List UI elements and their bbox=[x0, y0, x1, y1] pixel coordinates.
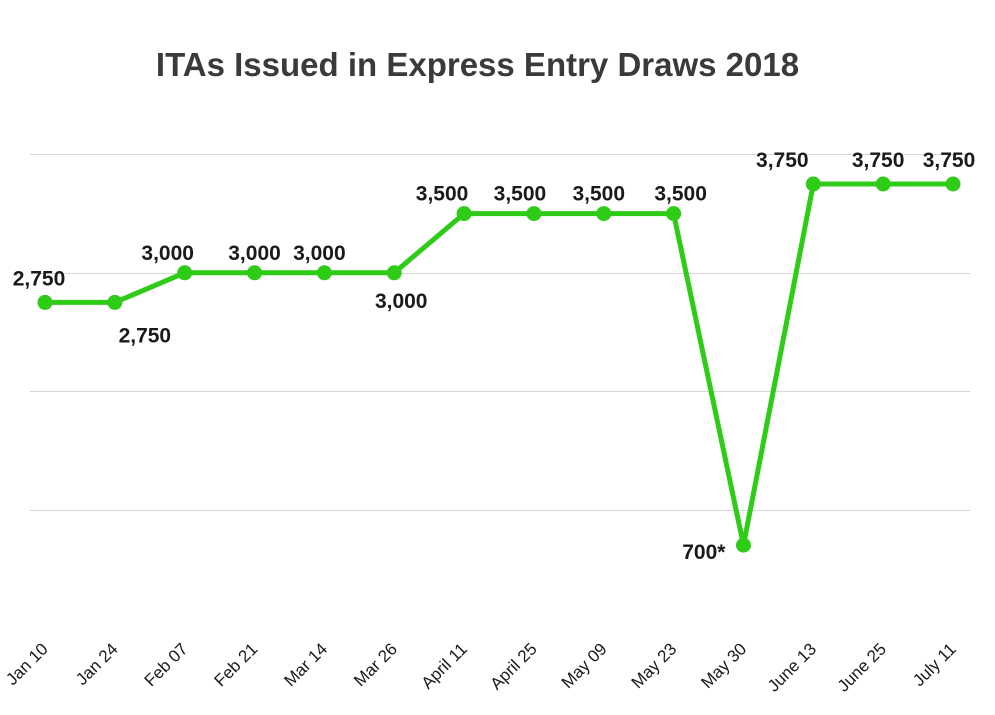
data-point bbox=[316, 265, 332, 281]
x-tick-label: Jan 10 bbox=[2, 639, 52, 689]
x-tick-label: April 11 bbox=[418, 639, 471, 692]
x-tick-label: May 09 bbox=[558, 639, 611, 692]
data-point bbox=[456, 206, 472, 222]
data-label: 3,000 bbox=[228, 242, 281, 265]
x-tick-label: Feb 07 bbox=[141, 639, 192, 690]
x-tick-label: June 25 bbox=[834, 639, 890, 695]
x-tick-label: May 30 bbox=[697, 639, 750, 692]
data-label: 3,000 bbox=[293, 242, 346, 265]
data-label: 2,750 bbox=[13, 267, 66, 290]
x-tick-label: Jan 24 bbox=[72, 639, 122, 689]
data-point bbox=[247, 265, 263, 281]
x-tick-label: April 25 bbox=[487, 639, 541, 693]
data-label: 3,000 bbox=[141, 242, 194, 265]
data-label: 3,500 bbox=[416, 183, 469, 206]
chart-title: ITAs Issued in Express Entry Draws 2018 bbox=[155, 46, 800, 83]
data-label: 3,500 bbox=[654, 183, 707, 206]
data-label: 3,000 bbox=[375, 290, 428, 313]
data-label: 3,750 bbox=[923, 149, 976, 172]
data-label: 3,500 bbox=[494, 183, 547, 206]
data-point bbox=[526, 206, 542, 222]
data-point bbox=[37, 294, 53, 310]
x-tick-label: Feb 21 bbox=[210, 639, 261, 690]
series-line bbox=[42, 181, 956, 548]
data-point bbox=[945, 176, 961, 192]
x-tick-label: Mar 14 bbox=[280, 639, 331, 690]
data-point bbox=[107, 294, 123, 310]
data-label: 2,750 bbox=[119, 324, 172, 347]
data-point bbox=[735, 537, 751, 553]
data-point bbox=[875, 176, 891, 192]
data-point bbox=[596, 206, 612, 222]
data-point bbox=[386, 265, 402, 281]
data-label: 3,750 bbox=[756, 149, 809, 172]
data-label: 3,500 bbox=[572, 183, 625, 206]
data-point bbox=[177, 265, 193, 281]
data-point bbox=[805, 176, 821, 192]
x-tick-label: June 13 bbox=[764, 639, 820, 695]
x-tick-label: May 23 bbox=[628, 639, 681, 692]
x-tick-label: July 11 bbox=[909, 639, 960, 690]
x-tick-label: Mar 26 bbox=[350, 639, 401, 690]
data-label: 3,750 bbox=[852, 149, 905, 172]
data-point bbox=[666, 206, 682, 222]
data-label: 700* bbox=[682, 541, 726, 564]
